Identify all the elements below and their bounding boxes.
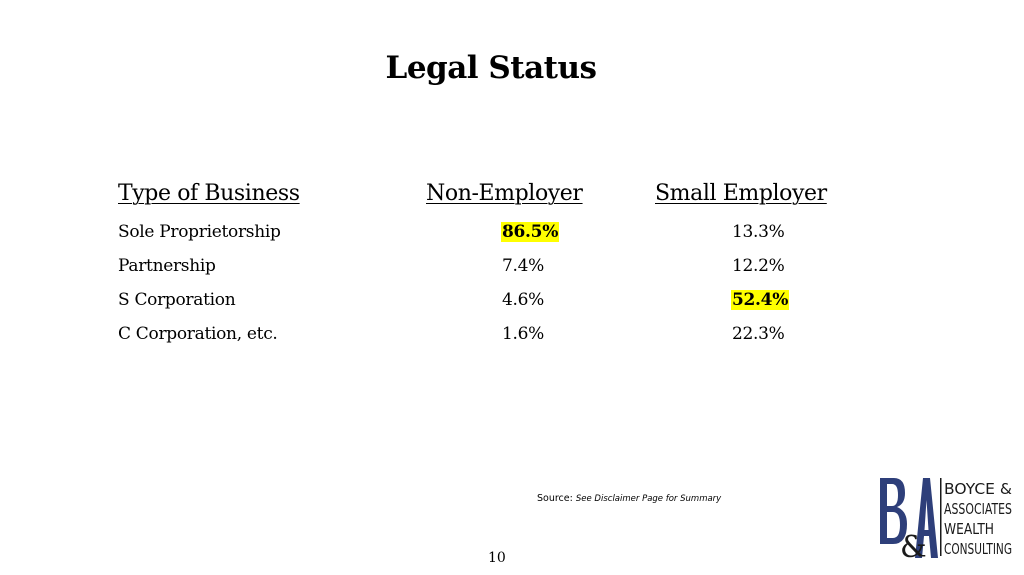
source-note: Source: See Disclaimer Page for Summary — [537, 493, 721, 504]
column-header-small-employer: Small Employer — [655, 181, 827, 206]
highlight-value: 52.4% — [731, 290, 790, 310]
page-number: 10 — [488, 550, 506, 566]
row-small-employer-partnership: 12.2% — [732, 256, 785, 276]
row-small-employer-c-corporation: 22.3% — [732, 324, 785, 344]
page-title: Legal Status — [385, 50, 597, 86]
row-small-employer-s-corporation: 52.4% — [731, 290, 790, 310]
logo-line-1: BOYCE & — [944, 480, 1012, 498]
column-header-type: Type of Business — [118, 181, 300, 206]
row-type-c-corporation: C Corporation, etc. — [118, 324, 278, 344]
row-type-partnership: Partnership — [118, 256, 216, 276]
row-type-sole-proprietorship: Sole Proprietorship — [118, 222, 281, 242]
highlight-value: 86.5% — [501, 222, 560, 242]
column-header-non-employer: Non-Employer — [426, 181, 583, 206]
source-text: See Disclaimer Page for Summary — [575, 494, 722, 504]
logo-line-3: WEALTH — [944, 520, 994, 538]
row-non-employer-c-corporation: 1.6% — [502, 324, 544, 344]
row-type-s-corporation: S Corporation — [118, 290, 236, 310]
logo-line-2: ASSOCIATES — [944, 500, 1012, 518]
row-non-employer-partnership: 7.4% — [502, 256, 544, 276]
row-non-employer-s-corporation: 4.6% — [502, 290, 544, 310]
row-small-employer-sole-proprietorship: 13.3% — [732, 222, 785, 242]
row-non-employer-sole-proprietorship: 86.5% — [501, 222, 560, 242]
source-label: Source: — [537, 493, 573, 504]
svg-text:&: & — [900, 530, 927, 560]
logo-line-4: CONSULTING — [944, 540, 1012, 558]
company-logo: & BOYCE & ASSOCIATES WEALTH CONSULTING — [880, 478, 1012, 560]
